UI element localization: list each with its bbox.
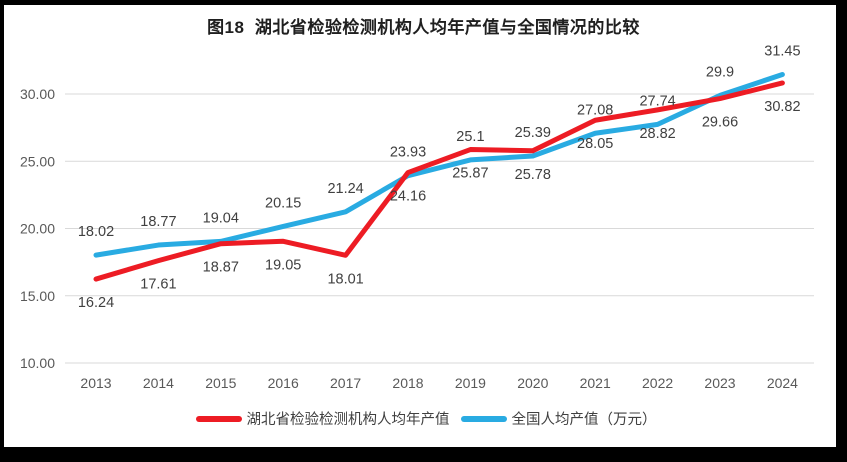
x-axis-label: 2018 <box>392 375 423 391</box>
data-label-national: 21.24 <box>327 181 363 197</box>
data-label-national: 23.93 <box>390 145 426 161</box>
data-label-national: 25.39 <box>515 125 551 141</box>
chart-background <box>4 5 836 447</box>
x-axis-label: 2024 <box>767 375 798 391</box>
data-label-national: 31.45 <box>764 43 800 59</box>
y-axis-label: 25.00 <box>20 153 55 169</box>
x-axis-label: 2013 <box>80 375 111 391</box>
data-label-hubei: 18.87 <box>203 260 239 276</box>
x-axis-label: 2017 <box>330 375 361 391</box>
data-label-national: 27.74 <box>639 93 675 109</box>
data-label-hubei: 19.05 <box>265 257 301 273</box>
x-axis-label: 2019 <box>455 375 486 391</box>
data-label-national: 25.1 <box>456 129 484 145</box>
chart-title: 图18 湖北省检验检测机构人均年产值与全国情况的比较 <box>207 18 640 37</box>
legend: 湖北省检验检测机构人均年产值 全国人均产值（万元） <box>0 408 847 429</box>
legend-label-national: 全国人均产值（万元） <box>511 412 657 428</box>
series-line-hubei <box>93 80 785 282</box>
legend-swatch-hubei <box>195 415 242 422</box>
x-axis-label: 2023 <box>704 375 735 391</box>
legend-swatch-national <box>460 415 507 422</box>
data-label-hubei: 25.87 <box>452 166 488 182</box>
data-label-hubei: 16.24 <box>78 295 114 311</box>
y-axis-label: 15.00 <box>20 288 55 304</box>
x-axis-label: 2022 <box>642 375 673 391</box>
y-axis-label: 10.00 <box>20 355 55 371</box>
y-axis-label: 30.00 <box>20 86 55 102</box>
x-axis-label: 2020 <box>517 375 548 391</box>
data-label-national: 18.77 <box>140 214 176 230</box>
x-axis-label: 2021 <box>580 375 611 391</box>
data-label-hubei: 25.78 <box>515 167 551 183</box>
data-label-hubei: 28.82 <box>639 126 675 142</box>
legend-label-hubei: 湖北省检验检测机构人均年产值 <box>246 412 450 428</box>
data-label-hubei: 29.66 <box>702 115 738 131</box>
data-label-national: 27.08 <box>577 102 613 118</box>
x-axis-label: 2014 <box>143 375 174 391</box>
data-label-hubei: 28.05 <box>577 136 613 152</box>
data-label-national: 29.9 <box>706 64 734 80</box>
data-label-national: 20.15 <box>265 195 301 211</box>
data-label-national: 19.04 <box>203 210 239 226</box>
series-line-national <box>93 71 785 258</box>
y-axis-label: 20.00 <box>20 221 55 237</box>
data-label-hubei: 24.16 <box>390 189 426 205</box>
data-label-national: 18.02 <box>78 224 114 240</box>
data-label-hubei: 18.01 <box>327 271 363 287</box>
x-axis-label: 2016 <box>268 375 299 391</box>
x-axis-label: 2015 <box>205 375 236 391</box>
data-label-hubei: 30.82 <box>764 99 800 115</box>
data-label-hubei: 17.61 <box>140 277 176 293</box>
